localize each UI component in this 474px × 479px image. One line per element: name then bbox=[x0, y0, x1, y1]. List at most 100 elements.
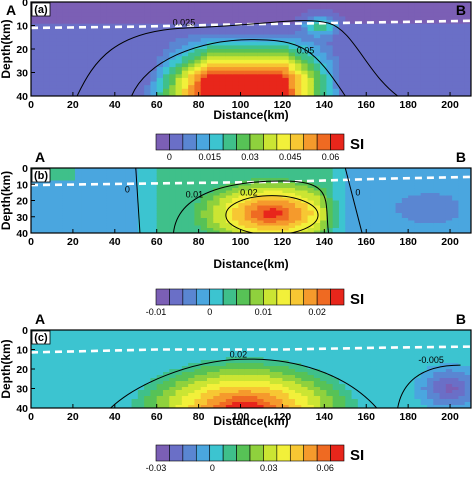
colorbar-unit: SI bbox=[350, 291, 364, 308]
heat-cell bbox=[238, 89, 245, 93]
heat-cell bbox=[446, 45, 453, 49]
heat-cell bbox=[144, 56, 151, 60]
heat-cell bbox=[414, 67, 421, 71]
heat-cell bbox=[31, 85, 38, 89]
heat-cell bbox=[314, 9, 321, 13]
heat-cell bbox=[31, 82, 38, 86]
heat-cell bbox=[37, 38, 44, 42]
heat-cell bbox=[207, 63, 214, 67]
heat-cell bbox=[245, 27, 252, 31]
heat-cell bbox=[69, 78, 76, 82]
heat-cell bbox=[238, 60, 245, 64]
heat-cell bbox=[232, 27, 239, 31]
heat-cell bbox=[257, 67, 264, 71]
heat-cell bbox=[150, 71, 157, 75]
heat-cell bbox=[295, 89, 302, 93]
colorbar-swatch bbox=[210, 289, 223, 305]
heat-cell bbox=[100, 42, 107, 46]
heat-cell bbox=[232, 45, 239, 49]
x-tick-label: 80 bbox=[193, 236, 205, 248]
heat-cell bbox=[169, 89, 176, 93]
heat-cell bbox=[31, 60, 38, 64]
heat-cell bbox=[251, 31, 258, 35]
heat-cell bbox=[364, 24, 371, 28]
heat-cell bbox=[421, 74, 428, 78]
heat-cell bbox=[295, 85, 302, 89]
colorbar-swatch bbox=[331, 134, 344, 150]
heat-cell bbox=[251, 82, 258, 86]
heat-cell bbox=[113, 78, 120, 82]
heat-cell bbox=[56, 60, 63, 64]
heat-cell bbox=[213, 74, 220, 78]
colorbar-tick-label: 0.015 bbox=[198, 152, 221, 162]
heat-cell bbox=[333, 35, 340, 39]
heat-cell bbox=[75, 82, 82, 86]
heat-cell bbox=[150, 78, 157, 82]
heat-cell bbox=[213, 2, 220, 6]
heat-cell bbox=[383, 71, 390, 75]
heat-cell bbox=[301, 89, 308, 93]
heat-cell bbox=[207, 35, 214, 39]
heat-cell bbox=[150, 56, 157, 60]
heat-cell bbox=[383, 67, 390, 71]
heat-cell bbox=[176, 45, 183, 49]
heat-cell bbox=[44, 42, 51, 46]
heat-cell bbox=[113, 82, 120, 86]
heat-cell bbox=[88, 49, 95, 53]
heat-cell bbox=[150, 35, 157, 39]
heat-cell bbox=[320, 89, 327, 93]
heat-cell bbox=[421, 71, 428, 75]
heat-cell bbox=[157, 45, 164, 49]
heat-cell bbox=[50, 71, 57, 75]
heat-cell bbox=[402, 24, 409, 28]
heat-cell bbox=[433, 31, 440, 35]
heat-cell bbox=[144, 78, 151, 82]
heat-cell bbox=[69, 38, 76, 42]
heat-cell bbox=[106, 38, 113, 42]
heat-cell bbox=[383, 60, 390, 64]
heat-cell bbox=[320, 45, 327, 49]
heat-cell bbox=[194, 31, 201, 35]
heat-cell bbox=[282, 74, 289, 78]
heat-cell bbox=[364, 89, 371, 93]
heat-cell bbox=[232, 6, 239, 10]
heat-cell bbox=[94, 38, 101, 42]
heat-cell bbox=[226, 2, 233, 6]
heat-cell bbox=[176, 38, 183, 42]
panel-tag: (a) bbox=[34, 4, 48, 16]
heat-cell bbox=[106, 16, 113, 20]
heat-cell bbox=[251, 38, 258, 42]
heat-cell bbox=[433, 78, 440, 82]
heat-cell bbox=[132, 16, 139, 20]
heat-cell bbox=[264, 53, 271, 57]
heat-cell bbox=[358, 42, 365, 46]
heat-cell bbox=[314, 31, 321, 35]
heat-cell bbox=[226, 85, 233, 89]
heat-cell bbox=[326, 85, 333, 89]
heat-cell bbox=[69, 53, 76, 57]
heat-cell bbox=[408, 31, 415, 35]
heat-cell bbox=[408, 60, 415, 64]
heat-cell bbox=[150, 20, 157, 24]
heat-cell bbox=[100, 16, 107, 20]
heat-cell bbox=[414, 35, 421, 39]
heat-cell bbox=[339, 38, 346, 42]
heat-cell bbox=[295, 9, 302, 13]
heat-cell bbox=[213, 35, 220, 39]
heat-cell bbox=[201, 13, 208, 17]
heat-cell bbox=[119, 2, 126, 6]
heat-cell bbox=[333, 9, 340, 13]
heat-cell bbox=[163, 67, 170, 71]
heat-cell bbox=[446, 56, 453, 60]
heat-cell bbox=[326, 6, 333, 10]
heat-cell bbox=[352, 6, 359, 10]
heat-cell bbox=[232, 60, 239, 64]
heat-cell bbox=[446, 82, 453, 86]
heat-cell bbox=[75, 45, 82, 49]
heat-cell bbox=[295, 56, 302, 60]
heat-cell bbox=[270, 56, 277, 60]
heat-cell bbox=[251, 56, 258, 60]
heat-cell bbox=[50, 16, 57, 20]
heat-cell bbox=[245, 85, 252, 89]
